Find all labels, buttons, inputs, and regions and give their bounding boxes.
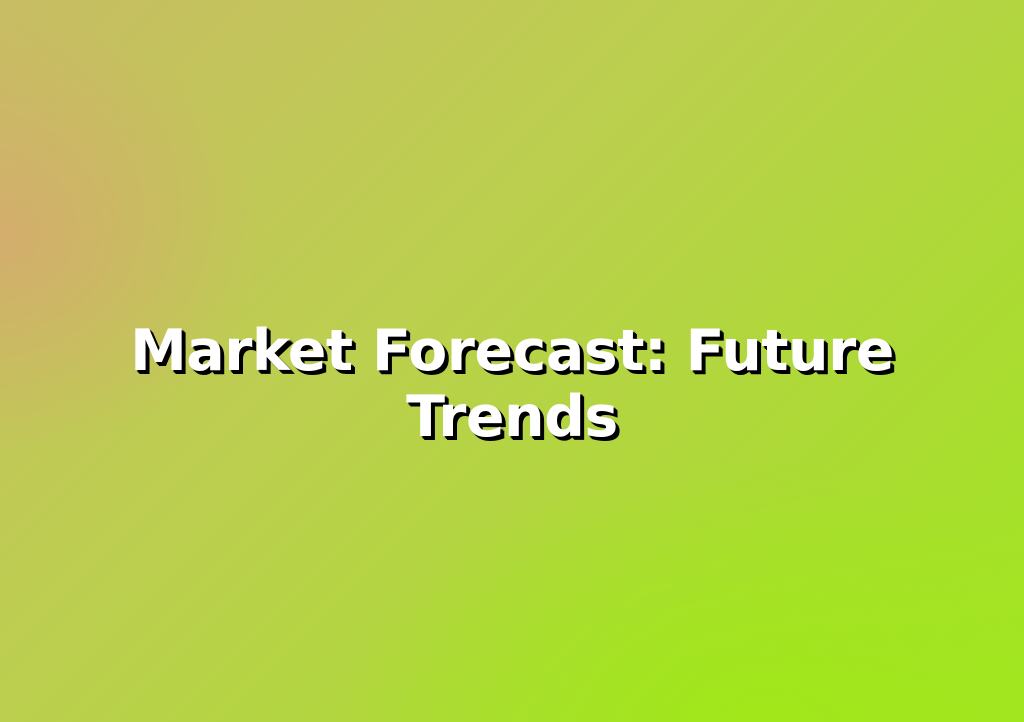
slide-title: Market Forecast: Future Trends [130,318,894,450]
